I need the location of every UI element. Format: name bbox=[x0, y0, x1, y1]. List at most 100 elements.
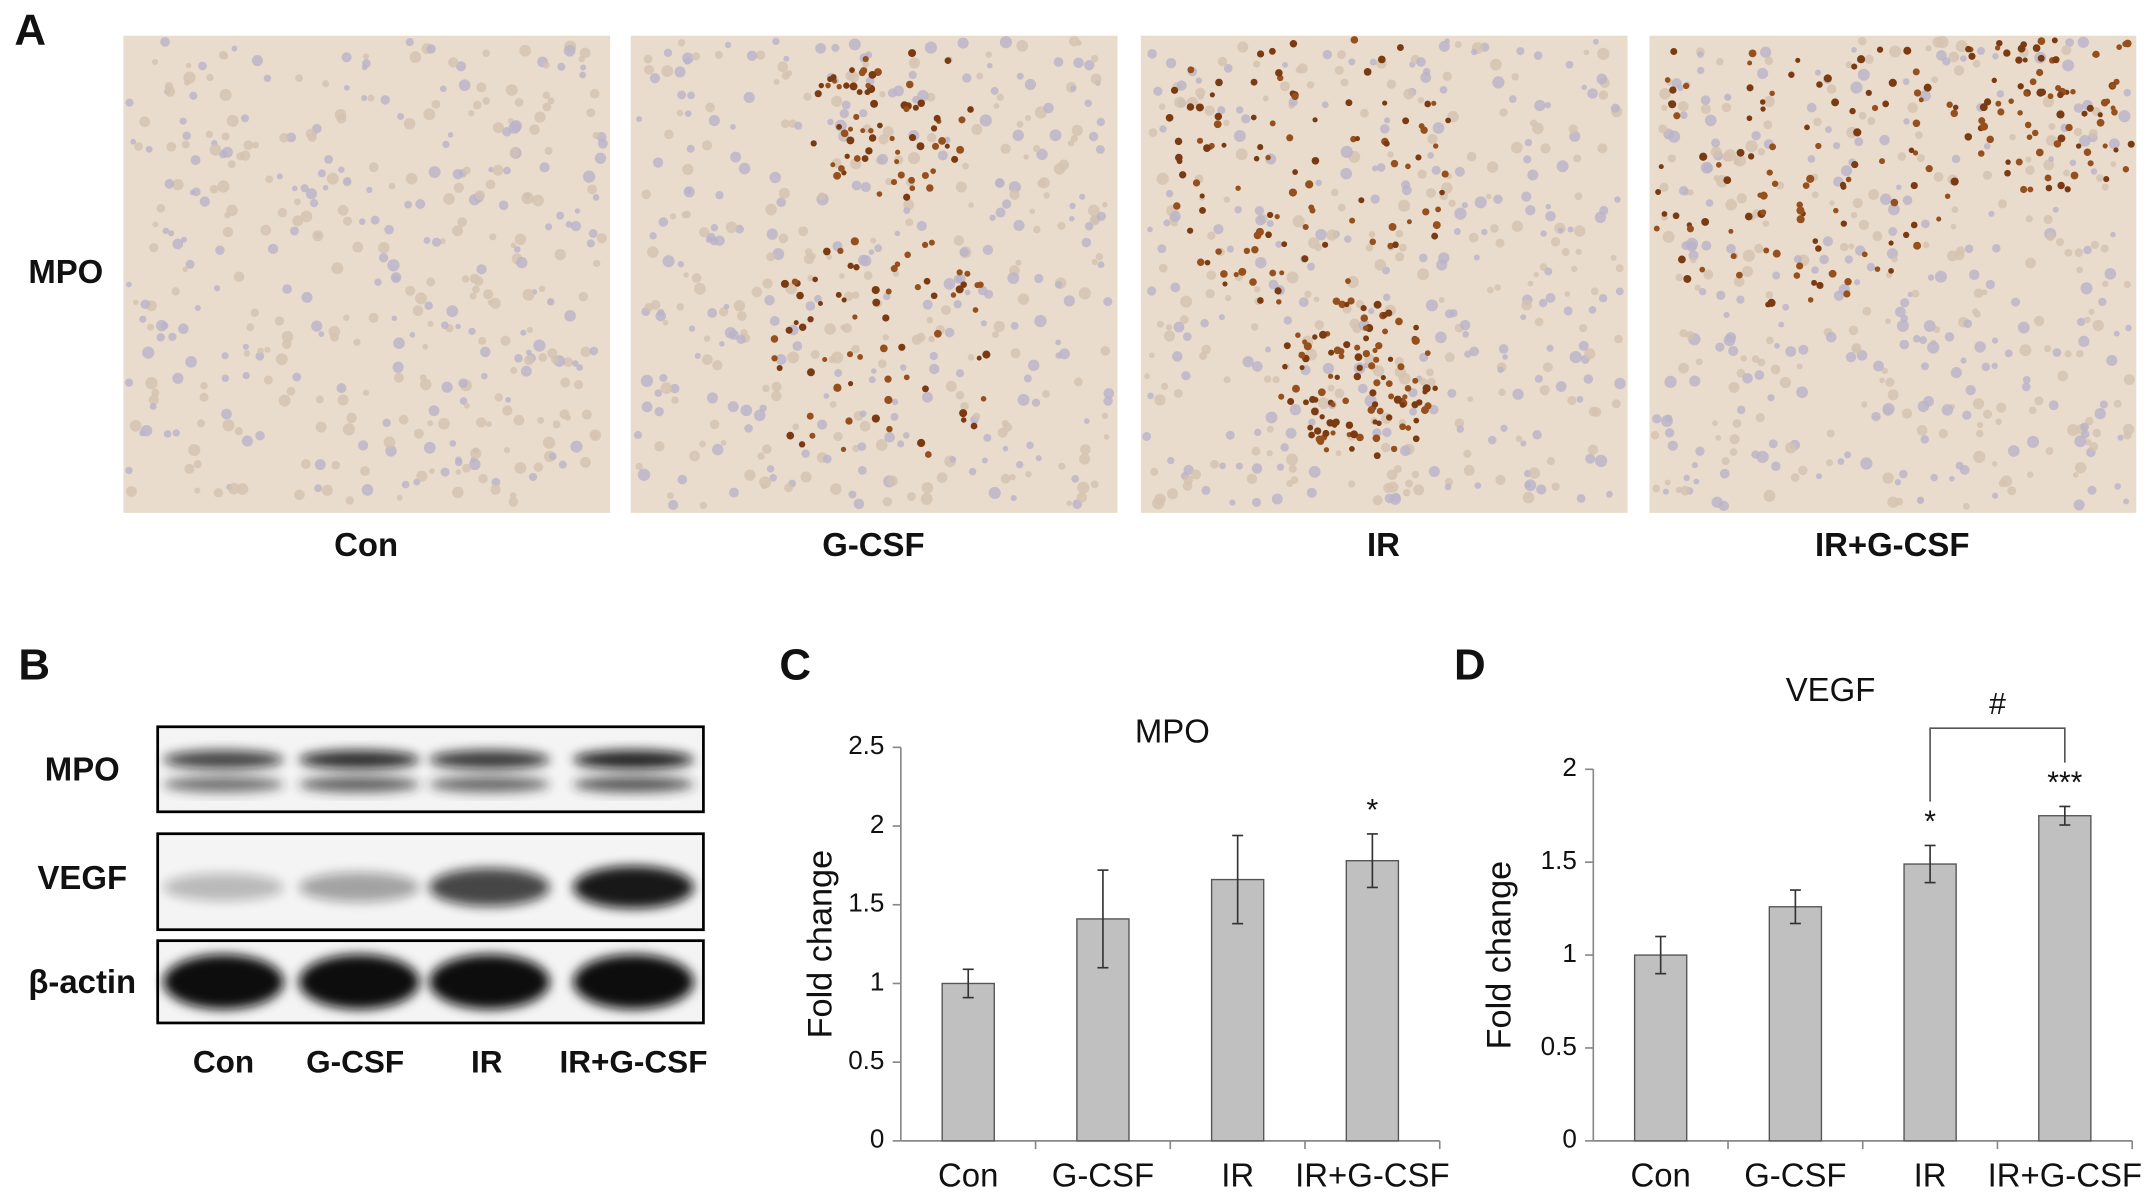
cell bbox=[676, 109, 684, 117]
cell bbox=[1798, 344, 1809, 355]
stained-cell bbox=[1393, 395, 1402, 404]
cell bbox=[1026, 441, 1034, 450]
cell bbox=[468, 110, 475, 117]
stained-cell bbox=[1330, 401, 1336, 408]
cell bbox=[1778, 321, 1785, 328]
cell bbox=[2025, 156, 2032, 163]
cell bbox=[1158, 103, 1166, 110]
cell bbox=[1285, 427, 1297, 439]
cell bbox=[455, 323, 461, 330]
cell bbox=[1544, 267, 1553, 276]
stained-cell bbox=[1879, 158, 1886, 165]
cell bbox=[293, 198, 301, 206]
cell bbox=[824, 323, 836, 335]
cell bbox=[699, 501, 708, 510]
cell bbox=[2099, 400, 2108, 409]
cell bbox=[1852, 344, 1860, 353]
bar bbox=[1903, 863, 1957, 1142]
cell bbox=[1169, 210, 1181, 222]
stained-cell bbox=[1861, 251, 1868, 258]
cell bbox=[1793, 255, 1802, 264]
cell bbox=[1235, 462, 1243, 470]
stained-cell bbox=[1195, 103, 1204, 112]
cell bbox=[1857, 36, 1867, 46]
cell bbox=[1757, 358, 1766, 367]
stained-cell bbox=[793, 320, 799, 326]
cell bbox=[291, 185, 298, 192]
cell bbox=[1590, 287, 1599, 296]
stained-cell bbox=[2086, 104, 2094, 112]
cell bbox=[1070, 85, 1077, 92]
cell bbox=[1931, 76, 1939, 84]
cell bbox=[1757, 67, 1769, 79]
cell bbox=[1715, 57, 1724, 66]
cell bbox=[345, 496, 354, 505]
stained-cell bbox=[1287, 398, 1295, 406]
cell bbox=[2110, 231, 2116, 238]
stained-cell bbox=[1913, 89, 1922, 97]
cell bbox=[1527, 169, 1539, 181]
stained-cell bbox=[856, 89, 863, 96]
bar bbox=[2038, 815, 2092, 1142]
stained-cell bbox=[1422, 208, 1430, 216]
stained-cell bbox=[884, 395, 893, 405]
stained-cell bbox=[967, 106, 974, 113]
cell bbox=[971, 123, 983, 135]
y-tick-label: 2 bbox=[870, 809, 885, 839]
stained-cell bbox=[1303, 399, 1309, 406]
cell bbox=[405, 37, 414, 47]
cell bbox=[1405, 479, 1414, 488]
stained-cell bbox=[1265, 231, 1272, 239]
stained-cell bbox=[950, 292, 957, 298]
cell bbox=[478, 473, 488, 484]
cell bbox=[1814, 69, 1822, 76]
stained-cell bbox=[1730, 253, 1737, 260]
cell bbox=[278, 394, 291, 407]
cell bbox=[762, 444, 772, 455]
cell bbox=[2100, 244, 2109, 253]
cell bbox=[1389, 493, 1402, 505]
stained-cell bbox=[2111, 108, 2118, 116]
cell bbox=[1661, 415, 1673, 427]
cell bbox=[857, 465, 867, 475]
cell bbox=[1888, 227, 1898, 236]
stained-cell bbox=[1406, 219, 1412, 225]
cell bbox=[1816, 473, 1823, 480]
stained-cell bbox=[1903, 46, 1912, 55]
cell bbox=[1867, 116, 1876, 126]
stained-cell bbox=[1432, 385, 1438, 392]
cell bbox=[1763, 120, 1773, 130]
cell bbox=[581, 409, 592, 420]
stained-cell bbox=[2017, 83, 2024, 90]
cell bbox=[1664, 479, 1671, 486]
band bbox=[298, 872, 420, 903]
stained-cell bbox=[1736, 148, 1745, 157]
cell bbox=[1992, 492, 1999, 499]
stained-cell bbox=[1766, 169, 1773, 176]
image-background bbox=[1649, 35, 2137, 513]
cell bbox=[1697, 51, 1704, 58]
cell bbox=[800, 471, 812, 483]
cell bbox=[912, 95, 920, 104]
cell bbox=[1326, 229, 1338, 241]
stained-cell bbox=[1664, 77, 1671, 83]
stained-cell bbox=[908, 133, 917, 142]
cell bbox=[1250, 323, 1259, 331]
cell bbox=[124, 378, 134, 387]
cell bbox=[724, 41, 732, 49]
stained-cell bbox=[1309, 395, 1317, 404]
cell bbox=[558, 460, 567, 469]
stained-cell bbox=[1292, 384, 1300, 393]
cell bbox=[772, 248, 785, 260]
cell bbox=[755, 50, 766, 60]
x-tick-label: Con bbox=[938, 1157, 998, 1194]
cell bbox=[1790, 473, 1800, 482]
stained-cell bbox=[1918, 97, 1924, 103]
cell bbox=[472, 285, 480, 294]
stained-cell bbox=[1385, 380, 1393, 388]
stained-cell bbox=[884, 375, 892, 383]
cell bbox=[321, 484, 333, 496]
stained-cell bbox=[2122, 166, 2130, 173]
cell bbox=[1732, 419, 1742, 428]
cell bbox=[1012, 129, 1024, 142]
